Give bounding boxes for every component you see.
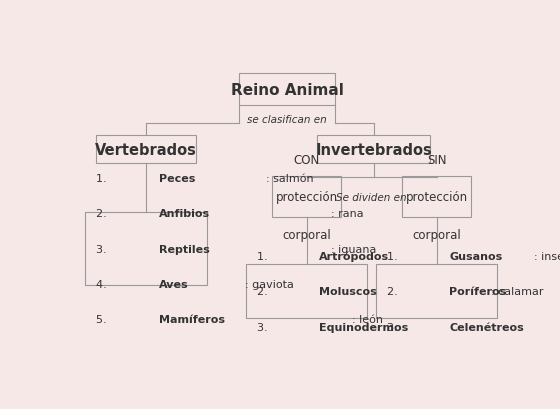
Text: : león: : león — [352, 315, 383, 325]
Text: corporal: corporal — [282, 228, 331, 241]
Text: Mamíferos: Mamíferos — [158, 315, 225, 325]
Text: : iguana: : iguana — [331, 244, 376, 254]
Text: Gusanos: Gusanos — [449, 251, 502, 261]
FancyBboxPatch shape — [402, 177, 472, 218]
Text: se clasifican en: se clasifican en — [247, 115, 327, 125]
Text: : gaviota: : gaviota — [245, 279, 293, 289]
Text: Invertebrados: Invertebrados — [315, 142, 432, 157]
Text: CON: CON — [293, 153, 320, 166]
Text: : rana: : rana — [331, 209, 363, 219]
Text: 2.: 2. — [387, 287, 401, 297]
Text: Peces: Peces — [158, 173, 195, 184]
Text: 5.: 5. — [96, 315, 110, 325]
Text: : salmón: : salmón — [266, 173, 314, 184]
Text: 1.: 1. — [96, 173, 110, 184]
Text: Moluscos: Moluscos — [319, 287, 377, 297]
Text: : insectos: : insectos — [534, 251, 560, 261]
Text: 1.: 1. — [256, 251, 270, 261]
FancyBboxPatch shape — [318, 136, 430, 164]
Text: Poríferos: Poríferos — [449, 287, 507, 297]
FancyBboxPatch shape — [239, 74, 335, 106]
Text: 4.: 4. — [96, 279, 110, 289]
FancyBboxPatch shape — [246, 265, 367, 318]
Text: Aves: Aves — [158, 279, 188, 289]
Text: 2.: 2. — [256, 287, 271, 297]
Text: 3.: 3. — [256, 322, 270, 332]
FancyBboxPatch shape — [376, 265, 497, 318]
Text: 3.: 3. — [387, 322, 401, 332]
Text: Equinodermos: Equinodermos — [319, 322, 408, 332]
Text: Celenétreos: Celenétreos — [449, 322, 524, 332]
Text: Anfibios: Anfibios — [158, 209, 209, 219]
Text: Artrópodos: Artrópodos — [319, 251, 389, 261]
Text: SIN: SIN — [427, 153, 446, 166]
Text: Reino Animal: Reino Animal — [231, 83, 343, 97]
Text: protección: protección — [276, 191, 338, 204]
Text: : calamar: : calamar — [491, 287, 544, 297]
Text: 3.: 3. — [96, 244, 110, 254]
FancyBboxPatch shape — [272, 177, 341, 218]
Text: Vertebrados: Vertebrados — [95, 142, 197, 157]
Text: corporal: corporal — [412, 228, 461, 241]
FancyBboxPatch shape — [96, 136, 196, 164]
Text: Se dividen en: Se dividen en — [337, 192, 407, 202]
Text: 2.: 2. — [96, 209, 110, 219]
FancyBboxPatch shape — [85, 213, 207, 285]
Text: Reptiles: Reptiles — [158, 244, 209, 254]
Text: protección: protección — [405, 191, 468, 204]
Text: 1.: 1. — [387, 251, 401, 261]
